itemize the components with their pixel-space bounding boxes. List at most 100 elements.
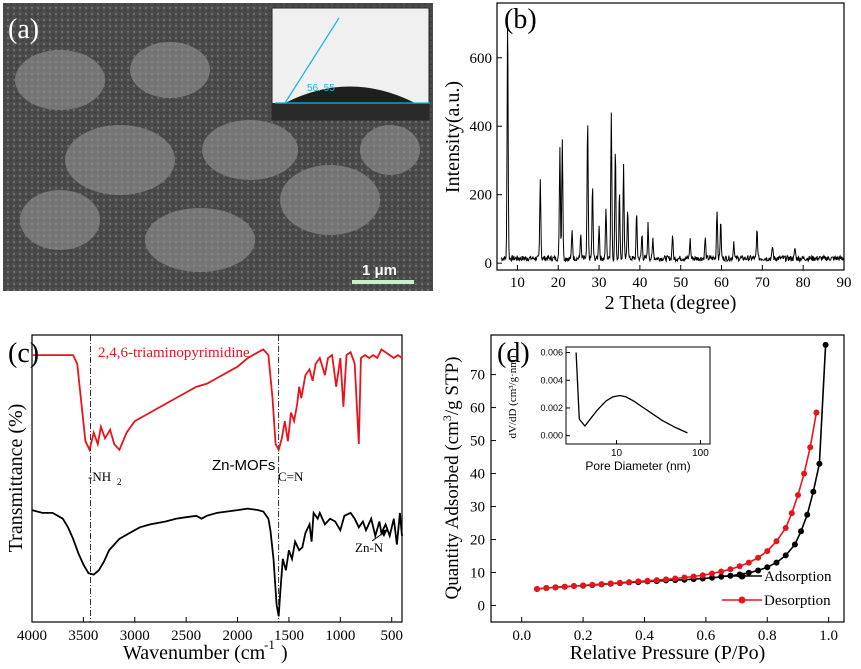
x-tick-label: 0.2	[574, 628, 593, 644]
isotherm-point	[764, 548, 771, 555]
y-tick-label: 60	[470, 401, 485, 417]
x-axis-label-superscript: -1	[264, 637, 275, 652]
y-tick-label: 0	[485, 256, 493, 272]
inset-y-tick-label: 0.000	[540, 431, 563, 441]
annotation-cn: C=N	[278, 469, 304, 484]
ftir-series-1	[31, 507, 403, 617]
y-tick-label: 50	[470, 434, 485, 450]
isotherm-point	[773, 538, 780, 545]
x-tick-label: 500	[380, 628, 403, 644]
isotherm-point	[727, 566, 734, 573]
isotherm-point	[607, 580, 614, 587]
xrd-pattern-line	[500, 26, 844, 263]
y-tick-label: 0	[478, 599, 486, 615]
panel-b-xrd: 10 20 30 40 50 60 70 80 90 0 200 400 600 2 Theta (deg…	[442, 2, 852, 314]
y-tick-label: 40	[470, 467, 485, 483]
x-tick-label: 90	[837, 275, 852, 291]
annotation-nh2-subscript: 2	[117, 477, 122, 487]
isotherm-point	[718, 568, 725, 575]
x-axis-label-end: )	[281, 642, 288, 664]
legend-label: Desorption	[764, 593, 831, 609]
isotherm-point	[543, 585, 550, 591]
isotherm-point	[672, 575, 679, 582]
isotherm-point	[644, 577, 651, 584]
y-tick-label: 30	[470, 500, 485, 516]
isotherm-point	[822, 341, 829, 348]
legend-label: Adsorption	[764, 569, 832, 585]
x-tick-label: 2000	[223, 628, 253, 644]
sem-flakes	[15, 42, 420, 272]
isotherm-point	[804, 511, 811, 518]
x-tick-label: 0.0	[512, 628, 531, 644]
annotation-zn-n: Zn-N	[355, 540, 384, 555]
plot-frame	[31, 334, 403, 623]
isotherm-point	[745, 559, 752, 566]
inset-y-tick-label: 0.002	[540, 403, 563, 413]
panel-d-bet: 0.0 0.2 0.4 0.6 0.8 1.0 0 10 20 30 40 50 60 70 Adsorpt…	[440, 334, 845, 664]
inset-x-tick-label: 10	[611, 448, 623, 459]
x-tick-label: 3000	[120, 628, 150, 644]
x-axis-label: Wavenumber (cm	[123, 642, 266, 664]
isotherm-point	[801, 470, 808, 477]
scale-bar	[352, 280, 414, 284]
y-tick-label: 600	[470, 51, 493, 67]
isotherm-point	[798, 528, 804, 535]
isotherm-point	[580, 582, 587, 589]
x-tick-label: 80	[796, 275, 811, 291]
inset-y-axis-label: dV/dD (cm³/g·nm)	[507, 355, 519, 438]
x-tick-label: 0.6	[696, 628, 715, 644]
panel-a-label: (a)	[8, 14, 39, 45]
isotherm-point	[813, 409, 820, 416]
isotherm-point	[782, 552, 789, 559]
isotherm-point	[795, 492, 801, 498]
x-tick-label: 2500	[171, 628, 201, 644]
contact-angle-inset: 56. 55	[271, 7, 430, 121]
y-tick-label: 200	[470, 188, 493, 204]
isotherm-point	[755, 554, 762, 561]
y-tick-label: 20	[470, 533, 485, 549]
x-tick-label: 0.4	[635, 628, 654, 644]
isotherm-point	[589, 581, 596, 588]
isotherm-point	[626, 579, 633, 586]
scale-bar-label: 1 μm	[362, 262, 397, 279]
x-tick-label: 30	[592, 275, 607, 291]
isotherm-point	[755, 567, 762, 574]
y-axis-label: Intensity(a.u.)	[442, 81, 464, 193]
x-tick-label: 40	[632, 275, 647, 291]
x-axis-label: 2 Theta (degree)	[605, 292, 737, 314]
x-tick-label: 0.8	[758, 628, 777, 644]
y-tick-label: 400	[470, 119, 493, 135]
contact-angle-value: 56. 55	[307, 83, 335, 94]
x-tick-label: 1500	[274, 628, 304, 644]
series-label-triaminopyrimidine: 2,4,6-triaminopyrimidine	[98, 345, 250, 361]
isotherm-point	[764, 564, 771, 571]
y-tick-label: 10	[470, 566, 485, 582]
isotherm-point	[616, 579, 623, 586]
isotherm-point	[773, 559, 780, 566]
isotherm-point	[598, 581, 605, 588]
y-tick-label: 70	[470, 368, 485, 384]
isotherm-point	[635, 578, 642, 585]
panel-d-label: (d)	[497, 338, 530, 369]
series-label-zn-mofs: Zn-MOFs	[212, 457, 275, 474]
isotherm-point	[561, 583, 568, 590]
isotherm-point	[653, 577, 660, 584]
inset-frame	[565, 346, 711, 445]
isotherm-point	[699, 572, 706, 579]
legend-marker	[738, 572, 746, 580]
x-tick-label: 1000	[325, 628, 355, 644]
annotation-nh2: -NH	[88, 469, 111, 484]
x-tick-label: 3500	[68, 628, 98, 644]
plot-frame	[490, 334, 845, 623]
isotherm-point	[791, 541, 798, 548]
ftir-series-0	[32, 348, 403, 453]
legend-marker	[738, 596, 746, 604]
annotation-arrow-head	[380, 529, 388, 537]
isotherm-point	[709, 574, 715, 581]
isotherm-point	[709, 570, 715, 577]
plot-frame	[496, 2, 845, 271]
x-tick-label: 4000	[17, 628, 47, 644]
isotherm-point	[816, 460, 823, 467]
inset-x-axis-label: Pore Diameter (nm)	[585, 459, 690, 473]
